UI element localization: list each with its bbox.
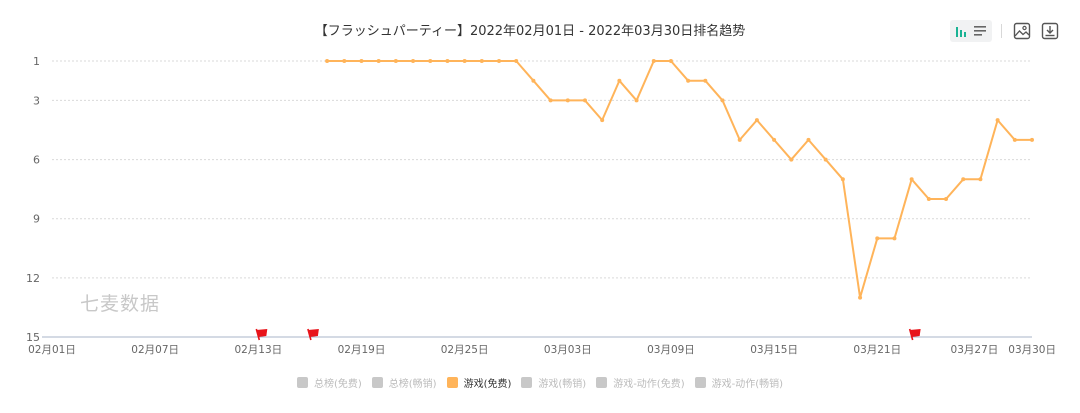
legend-swatch <box>446 377 458 388</box>
data-point[interactable] <box>789 157 794 162</box>
legend-item-total-free[interactable]: 总榜(免费) <box>296 375 362 390</box>
data-point[interactable] <box>514 59 519 63</box>
data-point[interactable] <box>548 98 553 103</box>
y-tick-label: 9 <box>33 213 40 226</box>
data-point[interactable] <box>479 59 484 63</box>
data-point[interactable] <box>823 157 828 162</box>
data-point[interactable] <box>754 118 759 123</box>
data-point[interactable] <box>428 59 433 63</box>
legend-label: 游戏-动作(免费) <box>613 379 685 390</box>
data-point[interactable] <box>634 98 639 103</box>
data-point[interactable] <box>497 59 502 63</box>
legend-label: 游戏(免费) <box>463 379 512 390</box>
chart-legend: 总榜(免费) 总榜(畅销) 游戏(免费) 游戏(畅销) 游戏-动作(免费) 游戏… <box>0 375 1080 390</box>
view-toggle-group <box>950 20 992 42</box>
legend-label: 游戏(畅销) <box>538 379 587 390</box>
y-tick-label: 12 <box>26 272 40 285</box>
legend-item-games-grossing[interactable]: 游戏(畅销) <box>521 375 586 390</box>
x-tick-label: 03月30日 <box>1008 344 1056 356</box>
data-point[interactable] <box>411 59 416 63</box>
data-point[interactable] <box>926 197 931 201</box>
list-icon <box>974 26 986 36</box>
data-point[interactable] <box>806 137 811 142</box>
toolbar-divider <box>1001 24 1002 38</box>
y-tick-label: 1 <box>33 55 40 68</box>
data-point[interactable] <box>325 59 330 63</box>
event-flag-icon[interactable] <box>255 328 268 341</box>
bar-chart-toggle-button[interactable] <box>953 22 971 40</box>
data-point[interactable] <box>1030 137 1034 142</box>
data-point[interactable] <box>961 177 966 182</box>
x-tick-label: 02月19日 <box>338 344 386 356</box>
y-tick-label: 3 <box>33 94 40 107</box>
data-point[interactable] <box>995 118 1000 123</box>
legend-item-action-free[interactable]: 游戏-动作(免费) <box>596 375 685 390</box>
legend-label: 总榜(畅销) <box>388 379 437 390</box>
save-image-button[interactable] <box>1011 20 1033 42</box>
data-point[interactable] <box>376 59 381 63</box>
legend-swatch <box>596 377 608 388</box>
download-icon <box>1041 22 1059 40</box>
data-point[interactable] <box>393 59 398 63</box>
data-point[interactable] <box>944 197 949 201</box>
x-tick-label: 03月09日 <box>647 344 695 356</box>
legend-swatch <box>521 377 533 388</box>
x-tick-label: 03月15日 <box>750 344 798 356</box>
legend-item-games-free[interactable]: 游戏(免费) <box>446 375 512 390</box>
x-tick-label: 02月13日 <box>234 344 282 356</box>
data-point[interactable] <box>772 137 777 142</box>
chart-title: 【フラッシュパーティー】2022年02月01日 - 2022年03月30日排名趋… <box>314 24 746 39</box>
series-line-games-free <box>327 60 1032 299</box>
watermark: 七麦数据 <box>80 293 161 315</box>
legend-swatch <box>694 377 706 388</box>
legend-item-total-grossing[interactable]: 总榜(畅销) <box>371 375 437 390</box>
data-point[interactable] <box>703 78 708 83</box>
event-flag-icon[interactable] <box>908 328 921 341</box>
legend-item-action-grossing[interactable]: 游戏-动作(畅销) <box>694 375 784 390</box>
data-point[interactable] <box>600 118 605 123</box>
data-point[interactable] <box>565 98 570 103</box>
data-point[interactable] <box>858 295 863 300</box>
legend-swatch <box>296 377 308 388</box>
x-tick-label: 03月21日 <box>853 344 901 356</box>
data-point[interactable] <box>359 59 364 63</box>
y-tick-label: 15 <box>26 331 40 344</box>
data-point[interactable] <box>892 236 897 241</box>
data-point[interactable] <box>840 177 845 182</box>
data-point[interactable] <box>720 98 725 103</box>
data-point[interactable] <box>531 78 536 83</box>
data-point[interactable] <box>582 98 587 103</box>
data-point[interactable] <box>342 59 347 63</box>
data-point[interactable] <box>978 177 983 182</box>
x-tick-label: 02月25日 <box>441 344 489 356</box>
data-point[interactable] <box>686 78 691 83</box>
data-point[interactable] <box>668 59 673 63</box>
event-flag-icon[interactable] <box>307 328 319 341</box>
data-point[interactable] <box>909 177 914 182</box>
chart-toolbar <box>950 19 1067 43</box>
data-point[interactable] <box>462 59 467 63</box>
download-button[interactable] <box>1039 20 1061 42</box>
legend-label: 游戏-动作(畅销) <box>711 379 784 390</box>
data-point[interactable] <box>1012 137 1017 142</box>
data-point[interactable] <box>445 59 450 63</box>
y-tick-label: 6 <box>33 154 40 167</box>
x-tick-label: 03月27日 <box>951 344 999 356</box>
data-point[interactable] <box>617 78 622 83</box>
list-toggle-button[interactable] <box>971 22 989 40</box>
bar-chart-icon <box>956 27 966 37</box>
legend-swatch <box>371 377 383 388</box>
x-tick-label: 02月01日 <box>28 344 76 356</box>
image-icon <box>1013 22 1031 40</box>
data-point[interactable] <box>651 59 656 63</box>
legend-label: 总榜(免费) <box>313 379 362 390</box>
x-tick-label: 03月03日 <box>544 344 592 356</box>
x-tick-label: 02月07日 <box>131 344 179 356</box>
data-point[interactable] <box>875 236 880 241</box>
data-point[interactable] <box>737 137 742 142</box>
